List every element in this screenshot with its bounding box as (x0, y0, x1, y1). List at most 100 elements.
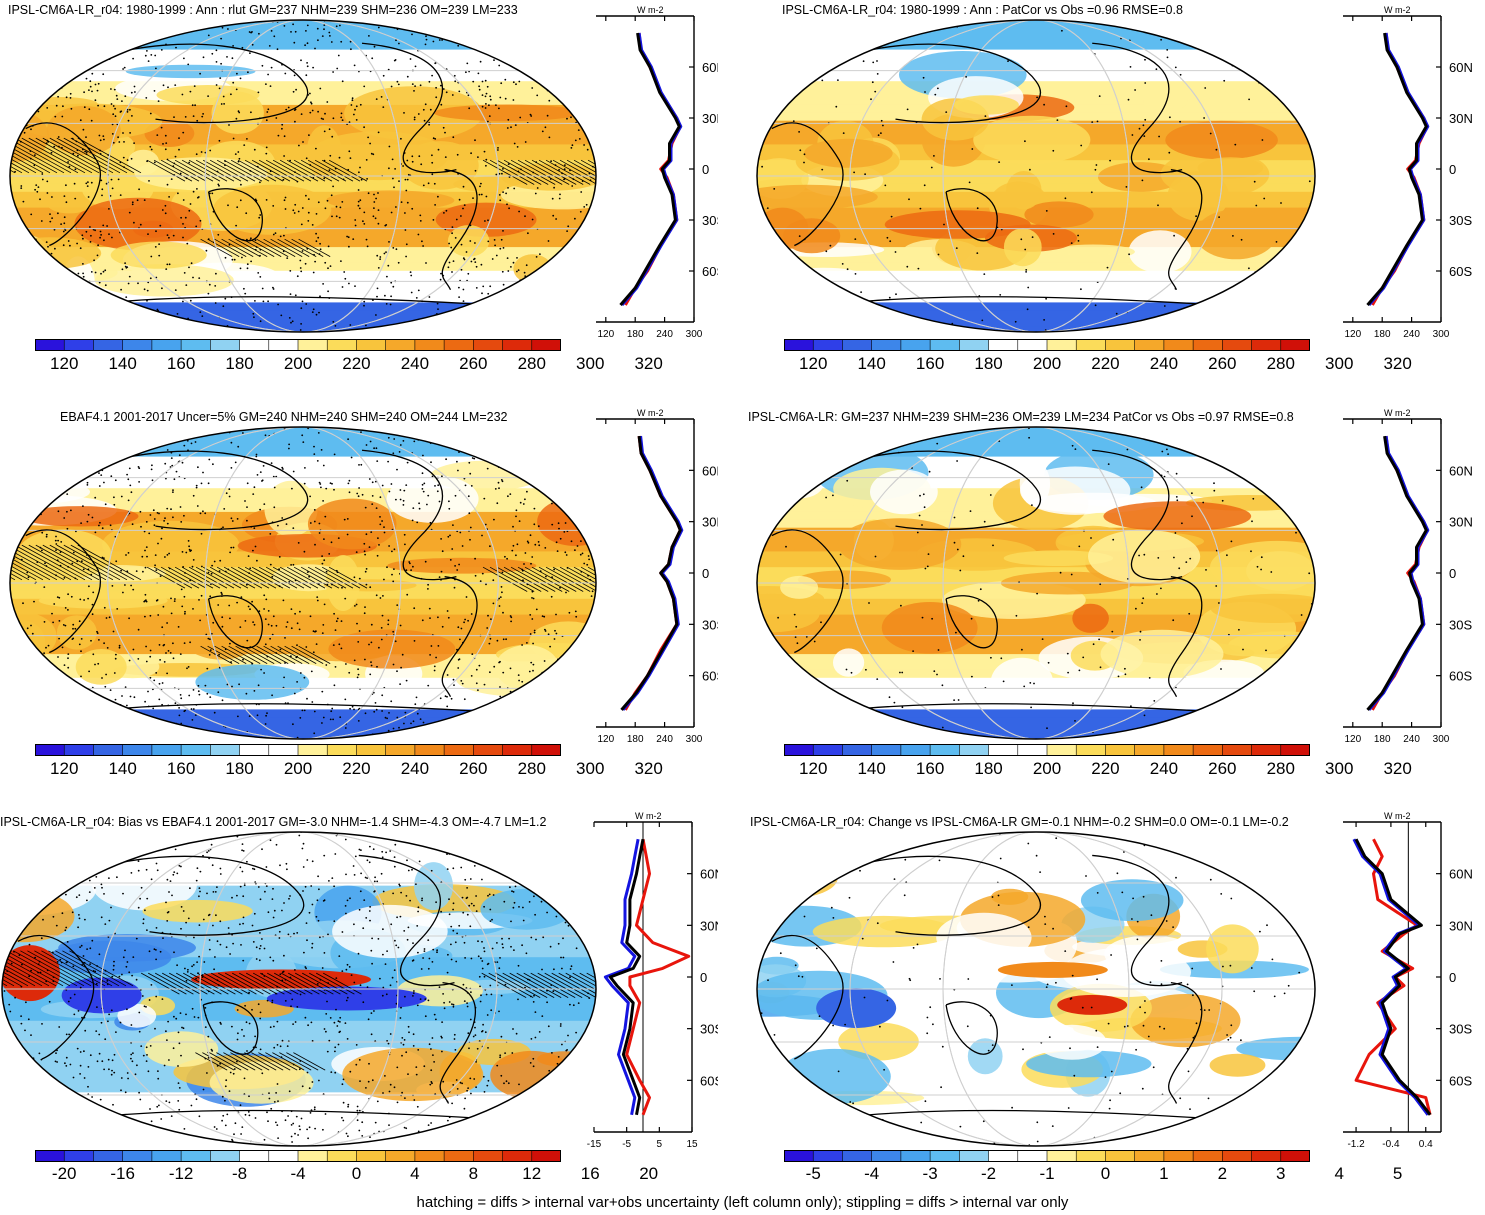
stipple-dot (26, 728, 28, 731)
stipple-dot (363, 542, 366, 545)
stipple-dot (900, 604, 902, 607)
stipple-dot (20, 714, 23, 716)
stipple-dot (414, 65, 417, 68)
stipple-dot (380, 872, 383, 875)
stipple-dot (461, 545, 464, 547)
stipple-dot (380, 96, 383, 98)
stipple-dot (435, 841, 437, 843)
hatch-line (21, 137, 86, 174)
stipple-dot (16, 1065, 19, 1068)
stipple-dot (474, 574, 477, 577)
stipple-dot (526, 462, 529, 465)
stipple-dot (487, 894, 489, 897)
stipple-dot (1027, 286, 1030, 289)
stipple-dot (473, 904, 475, 907)
map-panel-3 (8, 426, 597, 740)
stipple-dot (1206, 302, 1209, 304)
stipple-dot (522, 919, 525, 922)
stipple-dot (63, 517, 66, 519)
stipple-dot (451, 1003, 453, 1005)
stipple-dot (246, 519, 248, 522)
stipple-dot (113, 26, 116, 29)
stipple-dot (180, 927, 182, 930)
stipple-dot (202, 510, 204, 513)
stipple-dot (539, 274, 541, 277)
stipple-dot (292, 563, 295, 566)
stipple-dot (786, 715, 789, 718)
stipple-dot (172, 489, 174, 491)
stipple-dot (381, 994, 384, 997)
hatch-line (42, 137, 107, 174)
stipple-dot (310, 102, 313, 105)
stipple-dot (296, 644, 298, 646)
stipple-dot (290, 655, 292, 657)
stipple-dot (78, 914, 80, 916)
stipple-dot (1174, 532, 1177, 534)
stipple-dot (362, 220, 364, 223)
stipple-dot (17, 683, 20, 686)
field-blob (837, 518, 962, 570)
stipple-dot (822, 281, 825, 284)
stipple-dot (173, 478, 176, 481)
coastline (102, 450, 309, 531)
stipple-dot (922, 493, 925, 496)
stipple-dot (204, 512, 207, 515)
stipple-dot (313, 732, 316, 735)
stipple-dot (292, 1023, 294, 1025)
stipple-dot (66, 527, 69, 530)
stipple-dot (5, 863, 8, 866)
stipple-dot (1232, 235, 1234, 237)
stipple-dot (159, 659, 162, 661)
stipple-dot (1138, 127, 1141, 130)
stipple-dot (498, 107, 500, 110)
stipple-dot (157, 1077, 160, 1080)
stipple-dot (505, 192, 507, 195)
stipple-dot (228, 604, 231, 607)
stipple-dot (217, 183, 220, 186)
stipple-dot (94, 970, 97, 973)
stipple-dot (531, 275, 534, 277)
stipple-dot (220, 733, 223, 736)
stipple-dot (499, 1054, 502, 1057)
stipple-dot (215, 61, 218, 63)
stipple-dot (233, 258, 236, 261)
stipple-dot (393, 186, 395, 189)
stipple-dot (84, 150, 86, 153)
stipple-dot (432, 836, 435, 839)
stipple-dot (200, 482, 203, 485)
stipple-dot (51, 277, 54, 279)
stipple-dot (477, 940, 479, 943)
stipple-dot (94, 271, 97, 274)
stipple-dot (517, 674, 520, 676)
stipple-dot (163, 520, 166, 522)
stipple-dot (577, 427, 580, 428)
stipple-dot (1176, 499, 1179, 502)
stipple-dot (544, 848, 547, 851)
stipple-dot (357, 641, 360, 643)
stipple-dot (71, 1112, 73, 1115)
stipple-dot (417, 289, 420, 292)
stipple-dot (222, 305, 225, 308)
stipple-dot (446, 610, 449, 612)
stipple-dot (243, 884, 246, 887)
stipple-dot (1179, 120, 1181, 123)
stipple-dot (504, 1052, 506, 1054)
field-blob (433, 104, 581, 122)
stipple-dot (1000, 657, 1003, 660)
stipple-dot (8, 659, 9, 661)
stipple-dot (120, 569, 122, 572)
hatch-line (258, 566, 298, 589)
stipple-dot (221, 1119, 224, 1122)
stipple-dot (213, 1126, 216, 1128)
stipple-dot (130, 91, 133, 94)
lat-band (10, 614, 596, 624)
stipple-dot (1127, 578, 1129, 580)
stipple-dot (526, 312, 529, 314)
hatch-line (510, 159, 556, 185)
lat-band (757, 622, 1315, 631)
stipple-dot (507, 187, 509, 189)
stipple-dot (226, 683, 229, 686)
stipple-dot (437, 616, 439, 619)
hatch-line (258, 159, 298, 182)
stipple-dot (577, 645, 580, 647)
